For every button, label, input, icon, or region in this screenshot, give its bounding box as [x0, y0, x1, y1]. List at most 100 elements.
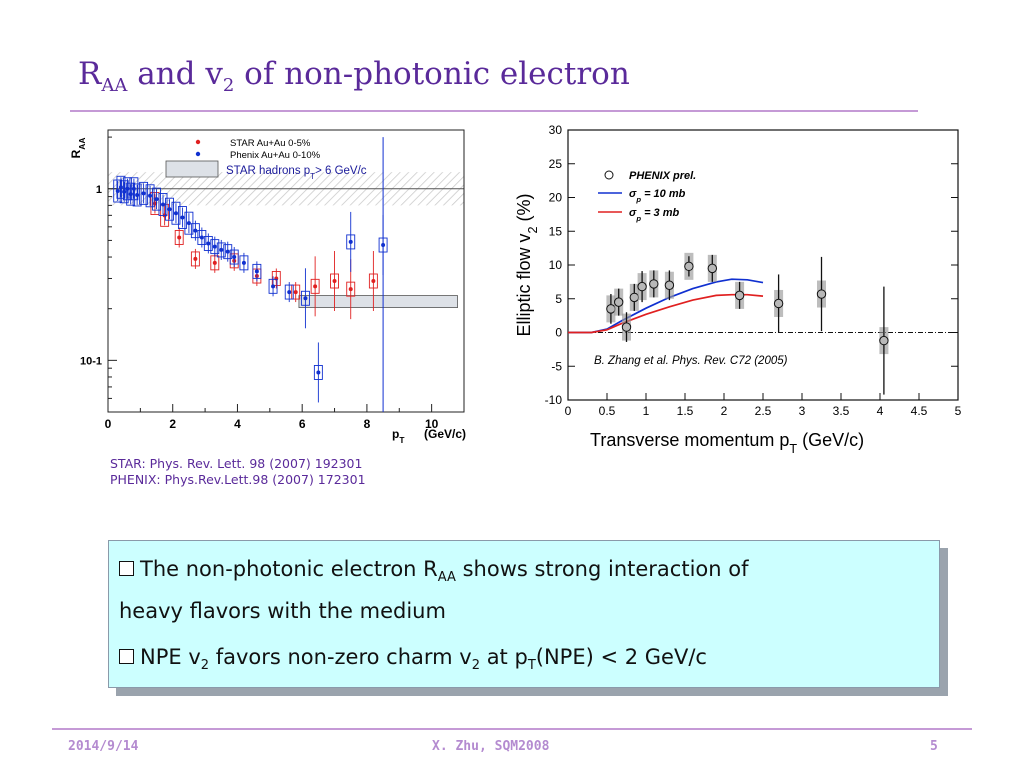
data-point [125, 186, 130, 191]
data-point [649, 279, 659, 289]
footer-date: 2014/9/14 [68, 739, 139, 754]
data-systematic-box [152, 187, 161, 211]
phenix-reference: PHENIX: Phys.Rev.Lett.98 (2007) 172301 [110, 472, 366, 487]
data-point [629, 292, 640, 303]
x-tick-label: 2 [169, 417, 176, 431]
data-point [212, 244, 217, 249]
legend-band-label: STAR hadrons pT> 6 GeV/c [226, 165, 367, 181]
bullet-2-text: NPE v [140, 645, 201, 669]
y-tick-label: 10-1 [80, 355, 102, 367]
bullet-1-continued: heavy flavors with the medium [119, 599, 446, 623]
data-systematic-box [132, 183, 142, 207]
bullet-2-text-end: (NPE) < 2 GeV/c [535, 645, 707, 669]
bullet-1-text-end: shows strong interaction of [455, 557, 749, 581]
data-point [148, 193, 153, 198]
data-point [161, 202, 166, 207]
y-tick-label: 15 [549, 224, 563, 238]
data-point [316, 370, 321, 375]
y-tick-label: -10 [545, 393, 563, 407]
data-point [707, 263, 718, 274]
x-tick-label: 3 [799, 404, 806, 418]
bullet-2-text-mid-2: at p [480, 645, 528, 669]
plot-frame [107, 129, 465, 413]
data-point [303, 296, 308, 301]
data-point [332, 279, 337, 284]
legend-label: PHENIX prel. [629, 170, 696, 182]
x-axis-label: pT [392, 427, 405, 445]
data-point [274, 276, 279, 281]
data-point [141, 191, 146, 196]
bullet-2-subscript-3: T [527, 658, 536, 674]
data-systematic-box [165, 197, 174, 221]
model-curve [568, 293, 764, 334]
data-point [232, 255, 237, 260]
data-point [167, 207, 172, 212]
x-tick-label: 2 [721, 404, 728, 418]
data-point [621, 322, 632, 332]
data-point [348, 287, 353, 292]
data-point [606, 304, 616, 314]
x-tick-label: 5 [955, 404, 962, 418]
x-tick-label: 1.5 [677, 404, 694, 418]
data-point [128, 192, 133, 197]
data-point [212, 260, 217, 265]
references: STAR: Phys. Rev. Lett. 98 (2007) 192301 … [110, 456, 366, 488]
x-tick-label: 8 [364, 417, 371, 431]
x-tick-label: 0.5 [599, 404, 616, 418]
checkbox-bullet-icon [119, 561, 134, 576]
citation-annotation: B. Zhang et al. Phys. Rev. C72 (2005) [594, 355, 788, 367]
checkbox-bullet-icon [119, 649, 134, 664]
x-tick-label: 6 [299, 417, 306, 431]
legend-band-swatch [165, 160, 219, 178]
title-text-mid: and v [127, 56, 223, 92]
data-point [206, 241, 211, 246]
footer-page-number: 5 [930, 739, 938, 754]
bullet-2-text-mid: favors non-zero charm v [209, 645, 472, 669]
data-point [173, 211, 178, 216]
y-axis-label: RAA [70, 138, 87, 159]
data-systematic-box [126, 182, 136, 206]
bullet-2-subscript-2: 2 [471, 658, 481, 674]
bullet-1-subscript: AA [437, 570, 456, 586]
data-point [193, 256, 198, 261]
data-systematic-box [116, 175, 126, 199]
data-point [293, 290, 298, 295]
x-tick-label: 0 [105, 417, 112, 431]
bullet-1: The non-photonic electron RAA shows stro… [119, 557, 749, 585]
legend-label: STAR Au+Au 0-5% [230, 138, 311, 149]
data-point [199, 235, 204, 240]
data-point [219, 247, 224, 252]
legend-marker [195, 151, 201, 157]
data-point [118, 185, 123, 190]
data-point [773, 298, 784, 309]
data-point [734, 290, 745, 301]
data-systematic-box [184, 211, 194, 235]
y-tick-label: 30 [549, 123, 563, 137]
data-point [193, 228, 198, 233]
data-point [879, 335, 889, 346]
data-point [241, 260, 246, 265]
data-point [371, 279, 376, 284]
title-divider [70, 110, 918, 112]
data-point [122, 189, 127, 194]
y-tick-label: 20 [549, 191, 563, 205]
data-point [154, 197, 159, 202]
data-point [664, 280, 675, 290]
y-tick-label: 0 [555, 326, 562, 340]
data-systematic-box [122, 177, 132, 201]
v2-chart: 0 0.5 1 1.5 2 2.5 3 3.5 4 4.5 5 -10 -5 0 5 10 15 20 25 30 El… [514, 123, 962, 456]
data-point [287, 290, 292, 295]
data-point [637, 281, 647, 292]
y-tick-label: 5 [555, 292, 562, 306]
x-tick-label: 4 [234, 417, 241, 431]
raa-chart: 0 2 4 6 8 10 1 10-1 RAA pT (GeV/c) STAR Au+Au 0-5%P… [70, 129, 466, 445]
data-systematic-box [158, 193, 168, 216]
x-tick-label: 0 [565, 404, 572, 418]
legend-label: σp = 3 mb [629, 207, 680, 223]
data-point [131, 186, 136, 191]
x-tick-label: 4 [877, 404, 884, 418]
x-tick-label: 2.5 [755, 404, 772, 418]
data-systematic-box [177, 206, 187, 229]
y-tick-label: 10 [549, 258, 563, 272]
data-point [348, 239, 353, 244]
